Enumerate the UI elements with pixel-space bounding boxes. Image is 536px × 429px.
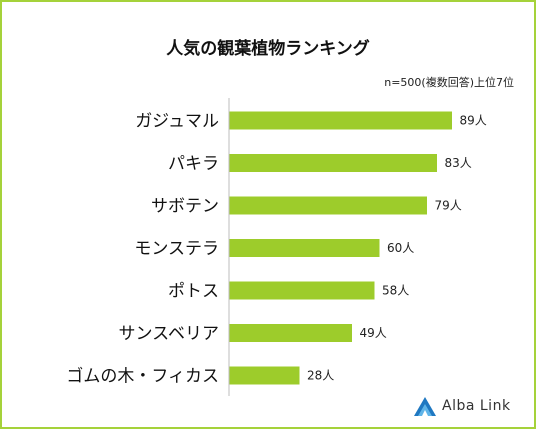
bar bbox=[229, 324, 352, 342]
triangle-logo-icon bbox=[414, 397, 436, 416]
category-label: パキラ bbox=[168, 154, 219, 174]
category-label: ゴムの木・フィカス bbox=[66, 366, 219, 387]
bar bbox=[229, 239, 380, 257]
bar bbox=[229, 281, 375, 300]
bar bbox=[229, 111, 452, 130]
category-label: サボテン bbox=[151, 197, 219, 217]
data-label: 89人 bbox=[460, 114, 487, 128]
data-label: 58人 bbox=[382, 284, 409, 298]
data-label: 49人 bbox=[360, 326, 387, 340]
data-label: 28人 bbox=[307, 369, 334, 383]
category-label: ガジュマル bbox=[135, 112, 219, 132]
data-label: 83人 bbox=[445, 156, 472, 170]
bar bbox=[229, 366, 300, 385]
data-label: 60人 bbox=[387, 241, 414, 255]
category-label: ポトス bbox=[168, 282, 219, 302]
sample-note: n=500(複数回答)上位7位 bbox=[384, 76, 514, 89]
brand-logo: Alba Link bbox=[412, 395, 511, 417]
category-label: モンステラ bbox=[134, 239, 219, 259]
bar bbox=[229, 154, 437, 172]
category-label: サンスベリア bbox=[119, 324, 219, 344]
bar bbox=[229, 196, 427, 215]
data-label: 79人 bbox=[435, 199, 462, 213]
brand-name: Alba Link bbox=[442, 398, 511, 414]
chart-title: 人気の観葉植物ランキング bbox=[166, 39, 370, 59]
